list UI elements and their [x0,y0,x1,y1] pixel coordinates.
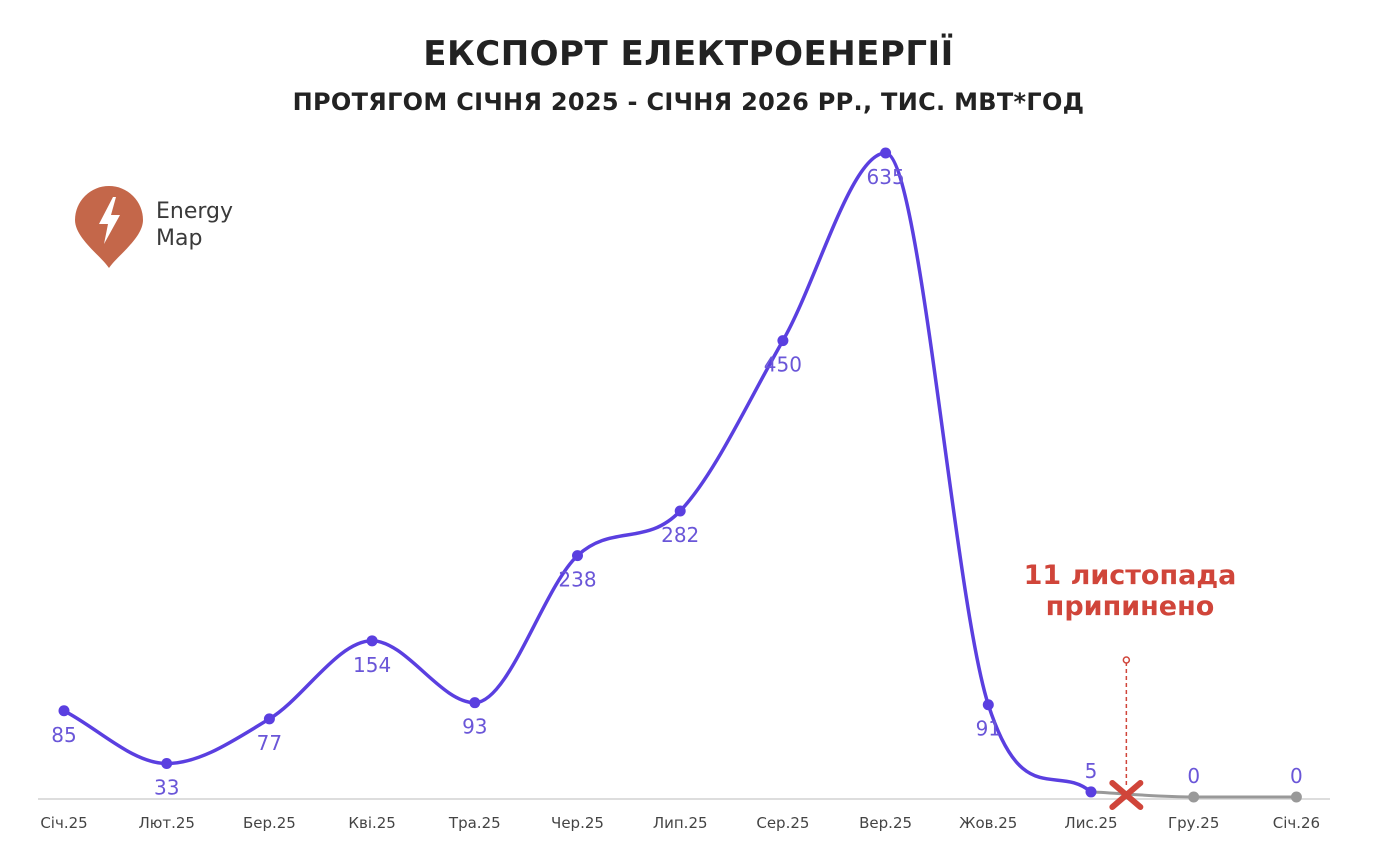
data-label: 85 [51,723,76,747]
data-points [58,147,1302,803]
data-point [674,505,686,517]
x-tick-label: Лют.25 [138,814,195,832]
data-point [58,705,70,717]
x-tick-label: Лис.25 [1064,814,1117,832]
series-lines [63,151,1297,799]
x-tick-label: Жов.25 [959,814,1017,832]
logo-text: Energy Map [156,198,233,252]
data-label: 5 [1085,759,1098,783]
data-label: 0 [1290,764,1303,788]
data-label: 77 [257,731,282,755]
data-point [1290,791,1302,803]
data-label: 93 [462,715,487,739]
data-labels: 85 33 77 154 93 238 282 450 635 91 5 0 0 [51,165,1302,800]
data-label: 91 [976,717,1001,741]
x-tick-label: Сер.25 [756,814,809,832]
data-point [469,697,481,709]
data-point [263,713,275,725]
energy-map-logo: Energy Map [74,186,274,276]
annotation-line-2: припинено [1045,591,1215,622]
stop-marker-dot [1122,656,1131,664]
data-point [1188,791,1200,803]
chart-subtitle: ПРОТЯГОМ СІЧНЯ 2025 - СІЧНЯ 2026 РР., ТИ… [292,88,1085,116]
data-label: 0 [1187,764,1200,788]
data-label: 450 [764,353,802,377]
logo-line-2: Map [156,226,203,251]
x-tick-label: Кві.25 [348,814,396,832]
data-point [777,335,789,347]
data-label: 282 [661,523,699,547]
x-tick-label: Тра.25 [448,814,501,832]
stop-annotation: 11 листопада припинено [990,560,1270,622]
data-point [982,699,994,711]
x-tick-label: Січ.25 [40,814,87,832]
annotation-line-1: 11 листопада [1023,560,1237,591]
data-label: 33 [154,776,179,800]
data-point [366,635,378,647]
data-label: 635 [867,165,905,189]
lightning-pin-icon [75,186,143,268]
x-tick-label: Лип.25 [653,814,708,832]
data-label: 238 [558,568,596,592]
data-point [1085,786,1097,798]
x-tick-label: Січ.26 [1273,814,1320,832]
data-point [572,550,583,562]
x-tick-label: Бер.25 [243,814,296,832]
x-tick-label: Вер.25 [859,814,912,832]
series-line-export [63,151,1093,794]
x-tick-labels: Січ.25 Лют.25 Бер.25 Кві.25 Тра.25 Чер.25 Лип.… [40,814,1320,832]
data-point [161,758,173,770]
x-mark-icon [1109,780,1144,810]
data-point [880,147,892,159]
x-tick-label: Гру.25 [1168,814,1219,832]
logo-line-1: Energy [156,199,234,224]
stop-marker [1109,656,1144,810]
data-label: 154 [353,653,391,677]
x-tick-label: Чер.25 [551,814,604,832]
chart-title: ЕКСПОРТ ЕЛЕКТРОЕНЕРГІЇ [423,34,954,74]
